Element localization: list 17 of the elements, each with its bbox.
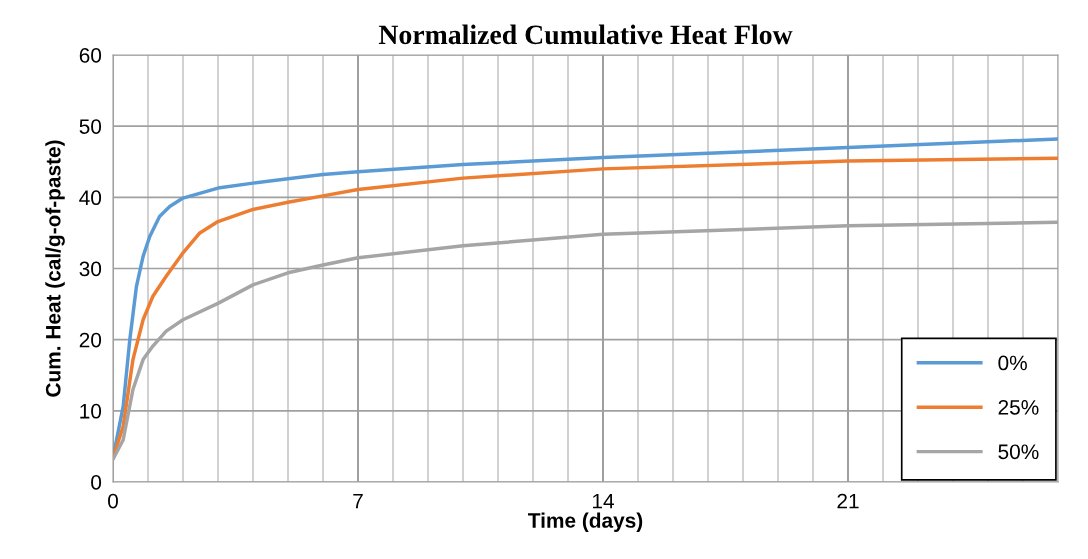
legend-label: 50%: [998, 444, 1039, 460]
x-tick-label: 21: [837, 493, 859, 509]
y-tick-label: 30: [79, 261, 102, 277]
y-tick-label: 60: [79, 48, 102, 63]
y-tick-label: 50: [79, 119, 102, 134]
chart-title: Normalized Cumulative Heat Flow: [378, 24, 793, 45]
y-tick-label: 10: [80, 403, 102, 419]
y-axis-title: Cum. Heat (cal/g-of-paste): [45, 140, 65, 397]
x-tick-label: 14: [593, 493, 614, 509]
y-tick-label: 40: [79, 190, 102, 206]
legend-label: 25%: [998, 399, 1039, 415]
y-tick-label: 20: [79, 332, 102, 348]
x-axis-title: Time (days): [528, 512, 643, 532]
x-tick-label: 0: [108, 493, 118, 509]
x-tick-label: 7: [353, 493, 363, 509]
y-tick-label: 0: [91, 475, 102, 490]
legend-label: 0%: [998, 355, 1027, 371]
